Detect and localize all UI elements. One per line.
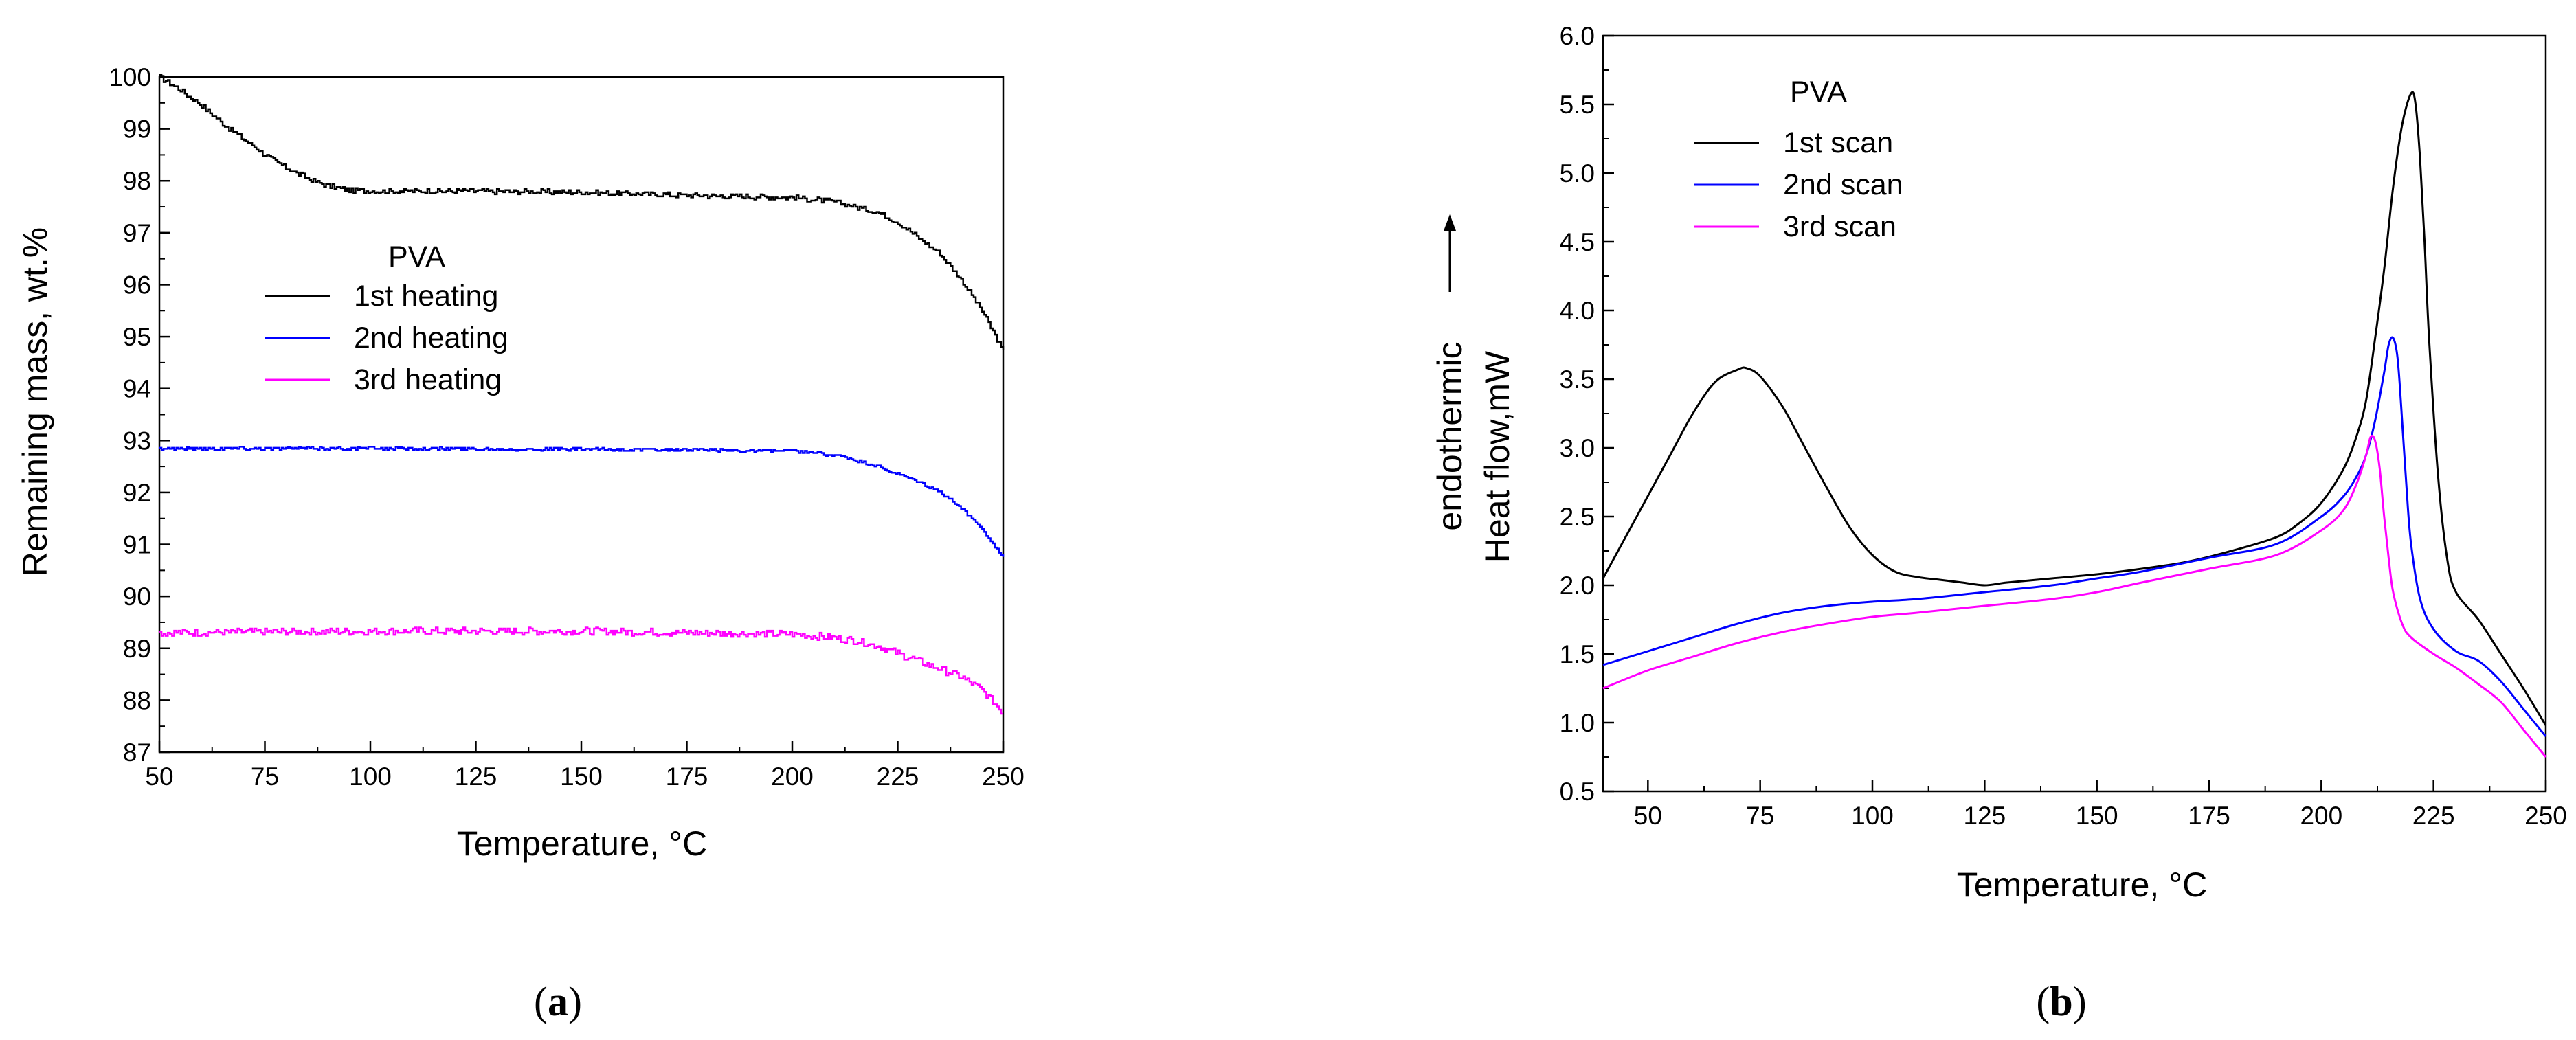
panel-a-y-tick-label: 95 (123, 323, 151, 351)
panel-a-chart: 50 75 100 125 150 175 200 225 250 87 88 89 90 91 92 93 9… (16, 63, 1024, 1024)
panel-a-y-tick-label: 94 (123, 375, 151, 403)
panel-a-y-tick-label: 88 (123, 686, 151, 714)
panel-a-caption: (a) (534, 979, 582, 1024)
panel-b-y-tick-label: 6.0 (1560, 22, 1595, 50)
panel-b-y-tick-label: 3.5 (1560, 365, 1595, 394)
panel-a-series-line-3 (159, 626, 1003, 715)
panel-b-plot-frame (1602, 34, 2547, 793)
panel-a-y-tick-label: 96 (123, 271, 151, 299)
panel-b-y-tick-label: 4.0 (1560, 297, 1595, 325)
panel-b-y-tick-label: 5.0 (1560, 159, 1595, 188)
panel-b-x-axis-title: Temperature, °C (1957, 866, 2208, 904)
panel-a-x-tick-label: 125 (455, 762, 497, 791)
panel-b-legend-label-3: 3rd scan (1783, 210, 1896, 243)
panel-b-x-tick-label: 225 (2412, 802, 2455, 830)
panel-b-y-tick-label: 5.5 (1560, 91, 1595, 119)
panel-b-y-tick-label: 0.5 (1560, 778, 1595, 806)
panel-b-y-axis-title: Heat flow,mW (1478, 350, 1516, 563)
panel-b-y-tick-label: 2.5 (1560, 503, 1595, 531)
panel-a-y-tick-label: 100 (109, 63, 151, 91)
panel-b-x-tick-label: 250 (2524, 802, 2567, 830)
panel-b-series-line-3 (1602, 434, 2547, 758)
panel-b-y-tick-label: 1.0 (1560, 709, 1595, 737)
panel-a-y-tick-label: 97 (123, 219, 151, 247)
panel-a-x-tick-label: 100 (349, 762, 392, 791)
panel-a-y-tick-label: 93 (123, 427, 151, 455)
panel-a-x-tick-label: 250 (982, 762, 1024, 791)
panel-a-y-tick-label: 92 (123, 479, 151, 507)
panel-b-y-tick-label: 3.0 (1560, 434, 1595, 462)
panel-b-x-tick-label: 175 (2188, 802, 2230, 830)
panel-a-plot-frame (158, 76, 1005, 754)
panel-b-x-tick-label: 50 (1634, 802, 1662, 830)
panel-a-series-line-1 (159, 74, 1005, 350)
panel-a-y-tick-label: 87 (123, 738, 151, 767)
endothermic-arrow-icon (1444, 214, 1456, 292)
panel-b-chart: 50 75 100 125 150 175 200 225 250 0.5 1.0 1.5 2.0 2.5… (1431, 22, 2567, 1024)
panel-a-legend-label-3: 3rd heating (354, 363, 502, 396)
panel-b-series-group (1602, 91, 2547, 758)
panel-a-legend-label-2: 2nd heating (354, 321, 508, 354)
panel-a-y-axis-title: Remaining mass, wt.% (16, 227, 54, 577)
panel-b-y-tick-label: 1.5 (1560, 640, 1595, 668)
panel-b-x-tick-label: 150 (2076, 802, 2118, 830)
panel-b-x-tick-label: 125 (1963, 802, 2006, 830)
panel-b-series-line-1 (1602, 91, 2547, 726)
panel-b-y-tick-label: 2.0 (1560, 572, 1595, 600)
panel-a-series-group (159, 74, 1005, 715)
panel-a-legend-title: PVA (388, 240, 445, 273)
panel-a-x-tick-label: 200 (771, 762, 814, 791)
panel-b-x-tick-label: 200 (2300, 802, 2342, 830)
panel-a-axes: 50 75 100 125 150 175 200 225 250 87 88 89 90 91 92 93 9… (109, 63, 1024, 791)
panel-b-series-line-2 (1602, 336, 2547, 737)
panel-a-y-tick-label: 98 (123, 167, 151, 195)
panel-b-y-tick-label: 4.5 (1560, 228, 1595, 256)
panel-a-x-tick-label: 225 (877, 762, 919, 791)
panel-b-legend-label-2: 2nd scan (1783, 168, 1903, 201)
panel-a-y-tick-label: 91 (123, 531, 151, 559)
panel-a-y-tick-label: 89 (123, 635, 151, 663)
panel-b-axes: 50 75 100 125 150 175 200 225 250 0.5 1.0 1.5 2.0 2.5… (1560, 22, 2567, 830)
panel-b-legend-title: PVA (1790, 76, 1847, 109)
panel-a-legend: 1st heating 2nd heating 3rd heating (265, 280, 508, 396)
panel-a-legend-label-1: 1st heating (354, 280, 498, 313)
panel-a-y-tick-label: 99 (123, 115, 151, 144)
panel-a-x-axis-title: Temperature, °C (457, 824, 708, 863)
panel-b-y-axis-subtitle: endothermic (1431, 341, 1469, 530)
panel-b-legend-label-1: 1st scan (1783, 126, 1893, 159)
panel-a-series-line-2 (159, 446, 1005, 557)
panel-b-legend: 1st scan 2nd scan 3rd scan (1694, 126, 1903, 243)
panel-a-x-tick-label: 175 (666, 762, 708, 791)
panel-a-y-tick-label: 90 (123, 583, 151, 611)
panel-a-x-tick-label: 75 (251, 762, 279, 791)
panel-b-x-tick-label: 75 (1746, 802, 1774, 830)
panel-b-x-tick-label: 100 (1851, 802, 1894, 830)
panel-a-x-tick-label: 50 (145, 762, 173, 791)
panel-b-caption: (b) (2036, 979, 2086, 1024)
panel-a-x-tick-label: 150 (560, 762, 603, 791)
